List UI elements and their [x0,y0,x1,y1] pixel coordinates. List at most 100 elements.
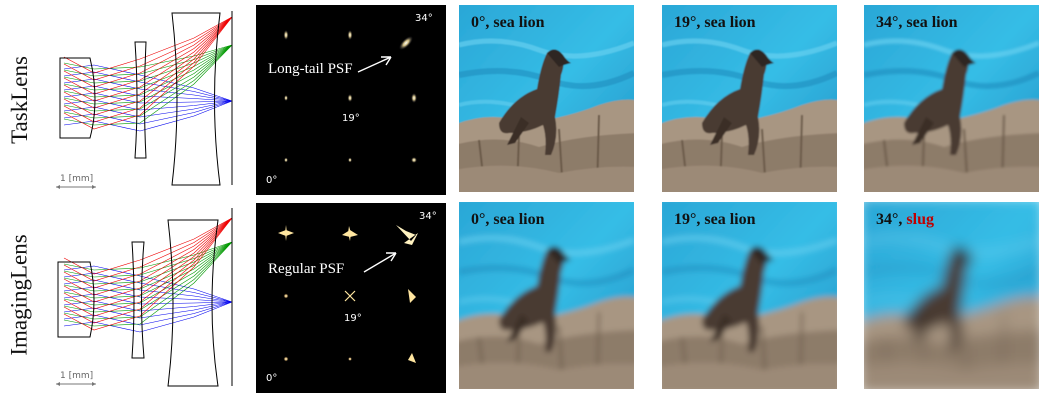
light-ray [63,71,233,102]
light-ray [63,16,233,116]
rays [63,16,233,132]
sea-lion-photo [864,202,1039,389]
light-ray [63,44,233,77]
imaginglens-image-0: 0°, sea lion [459,202,634,389]
light-ray [63,217,233,310]
light-ray [63,265,233,303]
psf-spot [284,95,288,101]
sea-lion-photo [864,5,1039,192]
light-ray [63,217,233,296]
light-ray [63,217,233,282]
light-ray [63,85,233,102]
light-ray [63,217,233,324]
light-ray [63,217,233,303]
light-ray [63,16,233,95]
light-ray [63,286,233,303]
psf-spot [396,225,418,245]
sea-lion-photo [662,202,837,389]
psf-angle-0: 0° [266,373,278,384]
light-ray [63,301,233,319]
light-ray [63,217,233,275]
rays [63,217,233,333]
imaginglens-psf-map: 34° 19° 0° Regular PSF [256,203,446,393]
light-ray [63,64,233,102]
psf-spot [278,225,294,241]
light-ray [63,217,233,331]
scale-bar-label: 1 [mm] [60,174,93,184]
light-ray [63,16,233,74]
lens-element-3 [167,219,219,387]
light-ray [63,293,233,305]
light-ray [63,241,233,320]
psf-arrow [363,252,397,273]
psf-spot [283,293,289,299]
row-label-tasklens: TaskLens [7,56,32,144]
lens-element-2 [131,241,145,359]
lens-element-1 [57,261,95,338]
light-ray [63,217,233,289]
light-ray [63,16,233,88]
psf-arrow [357,56,392,73]
psf-type-label: Long-tail PSF [268,61,353,77]
tasklens-image-19: 19°, sea lion [662,5,837,192]
psf-spot [348,357,352,361]
lens-element-1 [59,57,96,139]
scale-bar-label: 1 [mm] [60,371,93,381]
lens-element-3 [171,12,221,186]
light-ray [63,44,233,105]
psf-spot [408,353,416,363]
psf-spot [399,36,413,50]
light-ray [63,241,233,285]
image-caption: 19°, sea lion [674,211,756,228]
imaginglens-image-19: 19°, sea lion [662,202,837,389]
light-ray [63,241,233,313]
image-caption: 19°, sea lion [674,14,756,31]
sea-lion-photo [459,5,634,192]
light-ray [63,44,233,119]
light-ray [63,44,233,98]
psf-angle-19: 19° [344,313,362,324]
light-ray [63,99,233,111]
psf-spot [344,290,356,302]
image-caption: 34°, sea lion [876,14,958,31]
psf-spot [342,226,358,241]
image-caption: 0°, sea lion [471,211,545,228]
psf-spot [347,30,353,40]
psf-spot [283,356,289,362]
light-ray [63,100,233,118]
light-ray [63,300,233,312]
light-ray [63,301,233,326]
light-ray [63,44,233,126]
light-ray [63,16,233,123]
psf-spot [348,157,352,163]
tasklens-image-0: 0°, sea lion [459,5,634,192]
light-ray [63,241,233,306]
light-ray [63,100,233,125]
light-ray [63,44,233,91]
light-ray [63,301,233,333]
light-ray [63,241,233,278]
psf-type-label: Regular PSF [268,261,345,277]
light-ray [63,44,233,112]
light-ray [63,16,233,102]
light-ray [63,241,233,327]
psf-spot [347,94,353,102]
imaginglens-image-34: 34°, slug [864,202,1039,389]
psf-angle-34: 34° [415,13,433,24]
psf-angle-34: 34° [419,211,437,222]
psf-spot [411,157,417,163]
psf-angle-0: 0° [266,175,278,186]
light-ray [63,16,233,130]
light-ray [63,100,233,132]
row-label-imaginglens: ImagingLens [7,234,33,356]
light-ray [63,16,233,81]
light-ray [63,92,233,104]
sea-lion-photo [459,202,634,389]
tasklens-ray-diagram: 1 [mm] [56,11,233,189]
light-ray [63,217,233,317]
psf-spot [411,93,417,103]
psf-spot [408,289,416,303]
sea-lion-photo [662,5,837,192]
light-ray [63,78,233,102]
tasklens-image-34: 34°, sea lion [864,5,1039,192]
